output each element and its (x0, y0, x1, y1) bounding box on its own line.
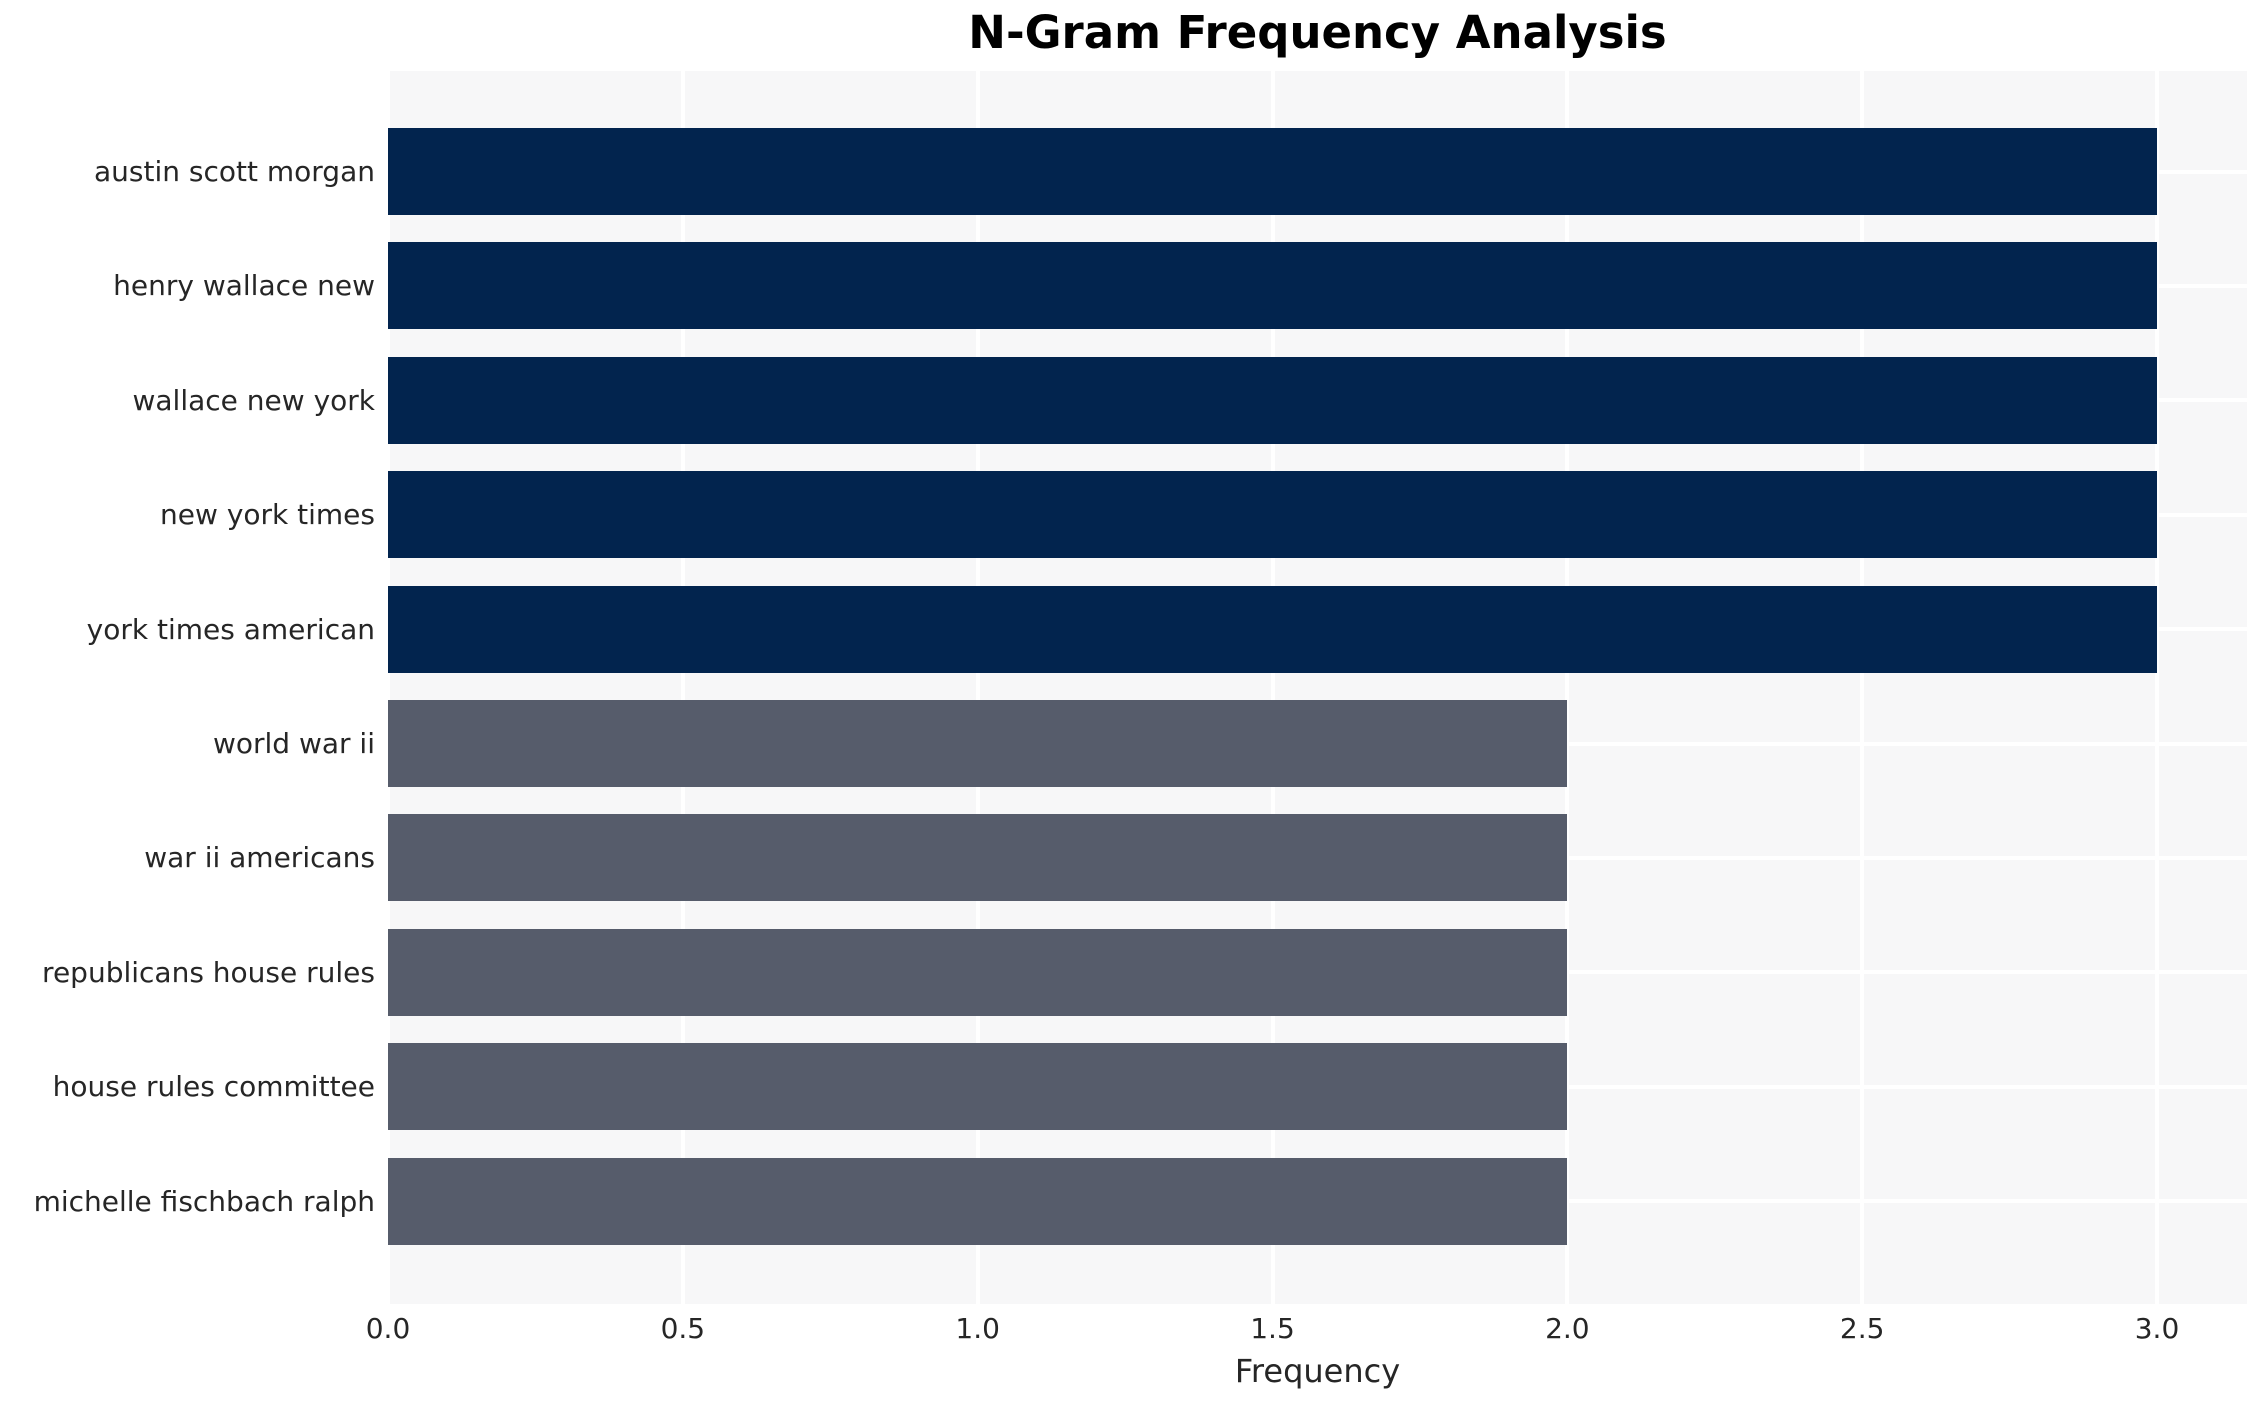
gridline-vertical (388, 71, 390, 1304)
bar (388, 928, 1568, 1016)
x-tick-label: 0.5 (660, 1312, 706, 1345)
bar (388, 242, 2157, 330)
y-axis-label: republicans house rules (42, 955, 375, 989)
gridline-vertical (680, 71, 685, 1304)
x-tick-label: 1.0 (955, 1312, 1000, 1345)
bar (388, 471, 2157, 559)
y-axis-label: war ii americans (144, 841, 375, 875)
y-axis-label: austin scott morgan (94, 155, 375, 188)
y-axis-label: henry wallace new (113, 269, 375, 303)
gridline-vertical (975, 71, 980, 1304)
x-tick-label: 3.0 (2134, 1312, 2180, 1345)
gridline-vertical (1860, 71, 1865, 1304)
x-tick-label: 1.5 (1250, 1312, 1295, 1345)
gridline-vertical (1565, 71, 1570, 1304)
bar (388, 128, 2157, 215)
x-tick-label: 0.0 (365, 1312, 411, 1345)
y-axis-label: new york times (160, 498, 375, 532)
gridline-vertical (1270, 71, 1275, 1304)
y-axis-label: house rules committee (52, 1070, 375, 1104)
bar (388, 1157, 1568, 1245)
x-axis-label: Frequency (1234, 1352, 1401, 1390)
bar (388, 1043, 1568, 1131)
x-tick-label: 2.0 (1545, 1312, 1590, 1345)
bar (388, 356, 2157, 444)
bar (388, 700, 1568, 787)
plot-area (388, 71, 2247, 1304)
y-axis-label: york times american (86, 612, 375, 646)
x-tick-label: 2.5 (1839, 1312, 1885, 1345)
bar (388, 585, 2157, 673)
y-axis-label: world war ii (212, 727, 375, 760)
chart-title: N-Gram Frequency Analysis (968, 6, 1667, 59)
gridline-vertical (2155, 71, 2159, 1304)
y-axis-label: michelle fischbach ralph (33, 1184, 375, 1218)
bar (388, 814, 1568, 902)
y-axis-label: wallace new york (132, 383, 376, 417)
